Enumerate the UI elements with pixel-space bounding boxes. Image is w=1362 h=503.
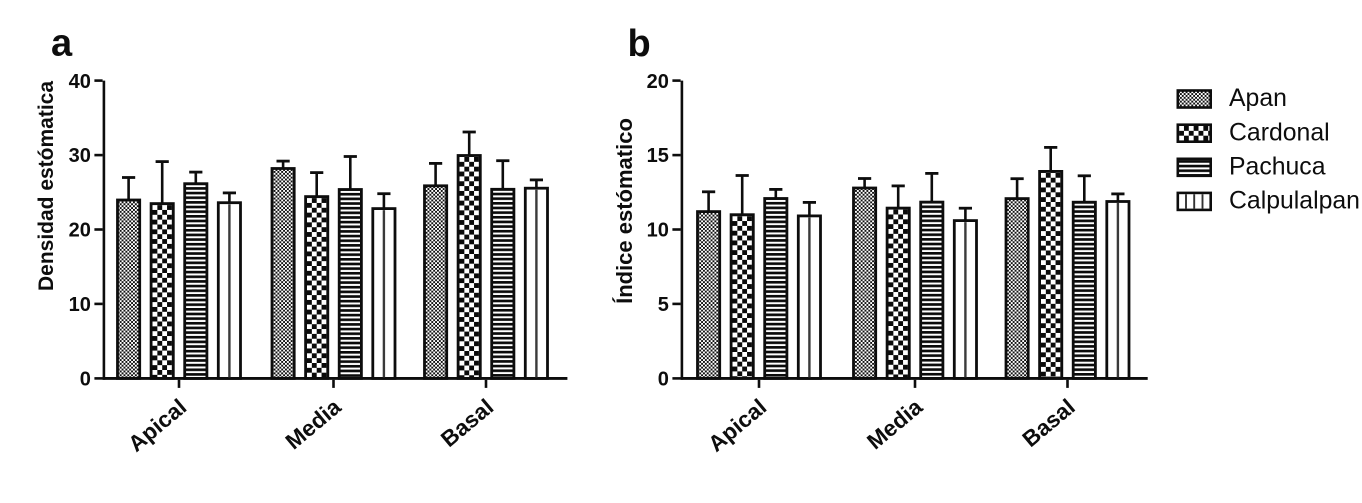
svg-text:15: 15 xyxy=(647,145,669,167)
svg-text:5: 5 xyxy=(658,294,669,316)
svg-text:Densidad estómatica: Densidad estómatica xyxy=(35,81,58,291)
svg-text:a: a xyxy=(51,23,73,65)
svg-text:20: 20 xyxy=(647,71,669,93)
svg-text:10: 10 xyxy=(647,220,669,242)
svg-text:Apan: Apan xyxy=(1229,85,1287,112)
svg-text:10: 10 xyxy=(69,294,91,316)
svg-text:Índice estómatico: Índice estómatico xyxy=(612,118,637,304)
svg-text:Cardonal: Cardonal xyxy=(1229,119,1330,146)
svg-text:0: 0 xyxy=(658,369,669,391)
svg-text:0: 0 xyxy=(80,369,91,391)
svg-text:30: 30 xyxy=(69,145,91,167)
svg-text:20: 20 xyxy=(69,220,91,242)
svg-text:Calpulalpan: Calpulalpan xyxy=(1229,188,1360,215)
svg-text:b: b xyxy=(628,23,651,65)
svg-text:40: 40 xyxy=(69,71,91,93)
svg-text:Pachuca: Pachuca xyxy=(1229,153,1326,180)
